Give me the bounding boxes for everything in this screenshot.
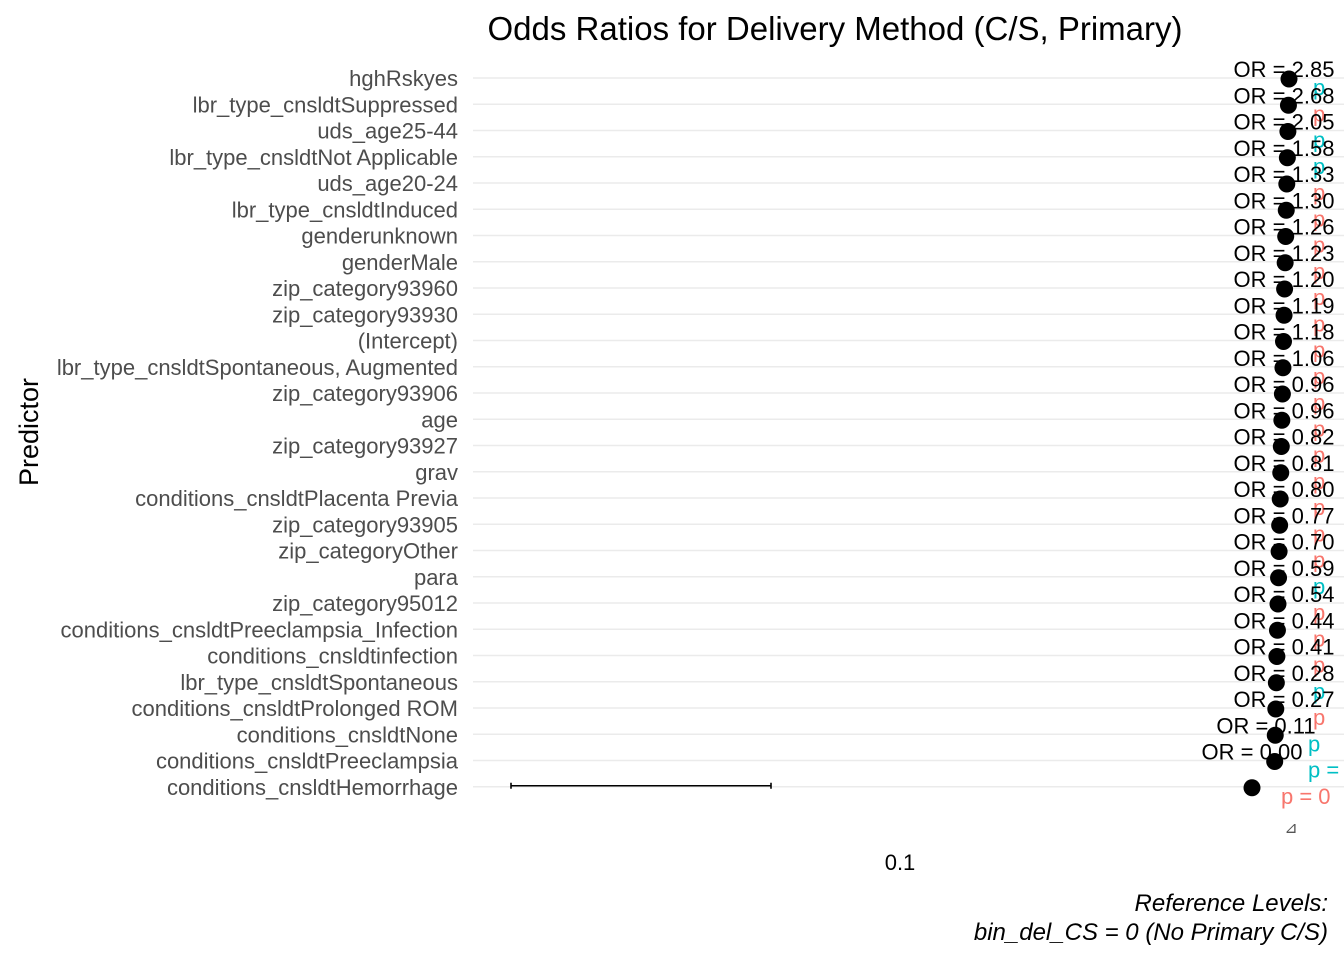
odds-ratio-point xyxy=(1267,674,1285,692)
odds-ratio-point xyxy=(1280,70,1298,88)
odds-ratio-point xyxy=(1267,700,1285,718)
caption-line-2: bin_del_CS = 0 (No Primary C/S) xyxy=(974,919,1328,946)
odds-ratio-point xyxy=(1275,333,1292,350)
odds-ratio-point xyxy=(1276,254,1294,272)
odds-ratio-point xyxy=(1269,595,1287,613)
y-tick-label: zip_category93905 xyxy=(272,512,458,537)
odds-ratio-point xyxy=(1277,201,1295,219)
p-value-label: p xyxy=(1313,469,1325,494)
y-tick-label: lbr_type_cnsldtSuppressed xyxy=(193,92,458,117)
odds-ratio-point xyxy=(1275,306,1293,324)
odds-ratio-point xyxy=(1276,280,1294,298)
odds-ratio-point xyxy=(1243,779,1261,797)
y-tick-label: uds_age25-44 xyxy=(317,119,458,144)
odds-ratio-point xyxy=(1271,490,1289,508)
p-value-label: p xyxy=(1313,390,1325,415)
p-value-label: p xyxy=(1313,364,1325,389)
x-tick-label: 0.1 xyxy=(885,850,916,875)
points xyxy=(1243,70,1298,797)
odds-ratio-point xyxy=(1266,753,1284,770)
y-tick-label: genderunknown xyxy=(301,224,458,249)
p-value-label: p xyxy=(1313,128,1325,153)
p-value-label: p xyxy=(1308,731,1320,756)
odds-ratio-point xyxy=(1273,385,1291,403)
odds-ratio-point xyxy=(1277,228,1295,245)
confidence-intervals xyxy=(510,78,1292,804)
odds-ratio-point xyxy=(1266,726,1284,744)
p-value-label: p xyxy=(1313,259,1325,284)
y-tick-label: zip_category93927 xyxy=(272,434,458,459)
p-value-label: p xyxy=(1313,206,1325,231)
odds-ratio-point xyxy=(1274,359,1292,377)
odds-ratio-point xyxy=(1279,123,1297,140)
y-tick-label: lbr_type_cnsldtSpontaneous xyxy=(180,670,458,695)
p-value-label: p xyxy=(1313,311,1325,336)
y-tick-label: grav xyxy=(415,460,458,485)
p-value-label: p xyxy=(1313,600,1325,625)
p-value-label: p xyxy=(1313,443,1325,468)
y-tick-label: lbr_type_cnsldtInduced xyxy=(232,197,458,222)
p-value-label: p xyxy=(1313,75,1325,100)
chart-title: Odds Ratios for Delivery Method (C/S, Pr… xyxy=(487,10,1182,47)
p-value-label: p xyxy=(1313,180,1325,205)
y-tick-label: age xyxy=(421,407,458,432)
p-value-label: p xyxy=(1313,101,1325,126)
y-tick-label: lbr_type_cnsldtSpontaneous, Augmented xyxy=(57,355,458,380)
p-value-label: p xyxy=(1313,653,1325,678)
y-tick-label: zip_categoryOther xyxy=(278,539,458,564)
odds-ratio-point xyxy=(1268,621,1286,639)
gridlines xyxy=(473,77,1344,788)
y-tick-label: conditions_cnsldtPreeclampsia_Infection xyxy=(61,617,458,642)
y-axis-label: Predictor xyxy=(14,378,44,486)
y-tick-label: conditions_cnsldtPlacenta Previa xyxy=(135,486,459,511)
p-value-label: p xyxy=(1313,416,1325,441)
odds-ratio-point xyxy=(1268,648,1286,665)
odds-ratio-point xyxy=(1273,411,1291,429)
y-tick-label: uds_age20-24 xyxy=(317,171,458,196)
p-value-label: p xyxy=(1313,574,1325,599)
y-tick-label: zip_category93930 xyxy=(272,302,458,327)
y-tick-label: lbr_type_cnsldtNot Applicable xyxy=(169,145,458,170)
y-tick-label: conditions_cnsldtProlonged ROM xyxy=(131,696,458,721)
p-value-label: p xyxy=(1313,154,1325,179)
y-tick-label: conditions_cnsldtNone xyxy=(237,722,458,747)
p-value-label: p xyxy=(1313,338,1325,363)
y-tick-label: zip_category93906 xyxy=(272,381,458,406)
y-tick-label: genderMale xyxy=(342,250,458,275)
p-value-label: p xyxy=(1313,705,1325,730)
odds-ratio-point xyxy=(1270,543,1288,560)
y-tick-label: (Intercept) xyxy=(358,329,458,354)
y-tick-labels: hghRskyeslbr_type_cnsldtSuppresseduds_ag… xyxy=(57,66,459,800)
p-value-label: p = 0 xyxy=(1281,784,1331,809)
odds-ratio-point xyxy=(1271,516,1289,534)
odds-ratio-point xyxy=(1270,569,1288,587)
odds-ratio-point xyxy=(1279,96,1297,114)
p-value-label: p xyxy=(1313,285,1325,310)
y-tick-label: conditions_cnsldtinfection xyxy=(207,644,458,669)
odds-ratio-point xyxy=(1278,149,1296,167)
y-tick-label: zip_category93960 xyxy=(272,276,458,301)
odds-ratio-point xyxy=(1272,438,1290,455)
p-value-label: p xyxy=(1313,548,1325,573)
p-value-label: p xyxy=(1313,495,1325,520)
or-label: OR = 0.00 xyxy=(1202,740,1303,765)
p-value-label: p xyxy=(1313,233,1325,258)
y-tick-label: para xyxy=(414,565,459,590)
caption-line-1: Reference Levels: xyxy=(1135,890,1328,917)
direction-marker-icon: ⊿ xyxy=(1284,820,1297,837)
y-tick-label: conditions_cnsldtPreeclampsia xyxy=(156,749,459,774)
y-tick-label: zip_category95012 xyxy=(272,591,458,616)
y-tick-label: conditions_cnsldtHemorrhage xyxy=(167,775,458,800)
odds-ratio-point xyxy=(1278,175,1296,193)
p-value-label: p xyxy=(1313,626,1325,651)
p-value-label: p xyxy=(1313,521,1325,546)
p-value-label: p xyxy=(1313,679,1325,704)
odds-ratio-point xyxy=(1272,464,1290,482)
y-tick-label: hghRskyes xyxy=(349,66,458,91)
or-label: OR = 0.11 xyxy=(1216,713,1315,738)
p-value-label: p = xyxy=(1308,758,1339,783)
